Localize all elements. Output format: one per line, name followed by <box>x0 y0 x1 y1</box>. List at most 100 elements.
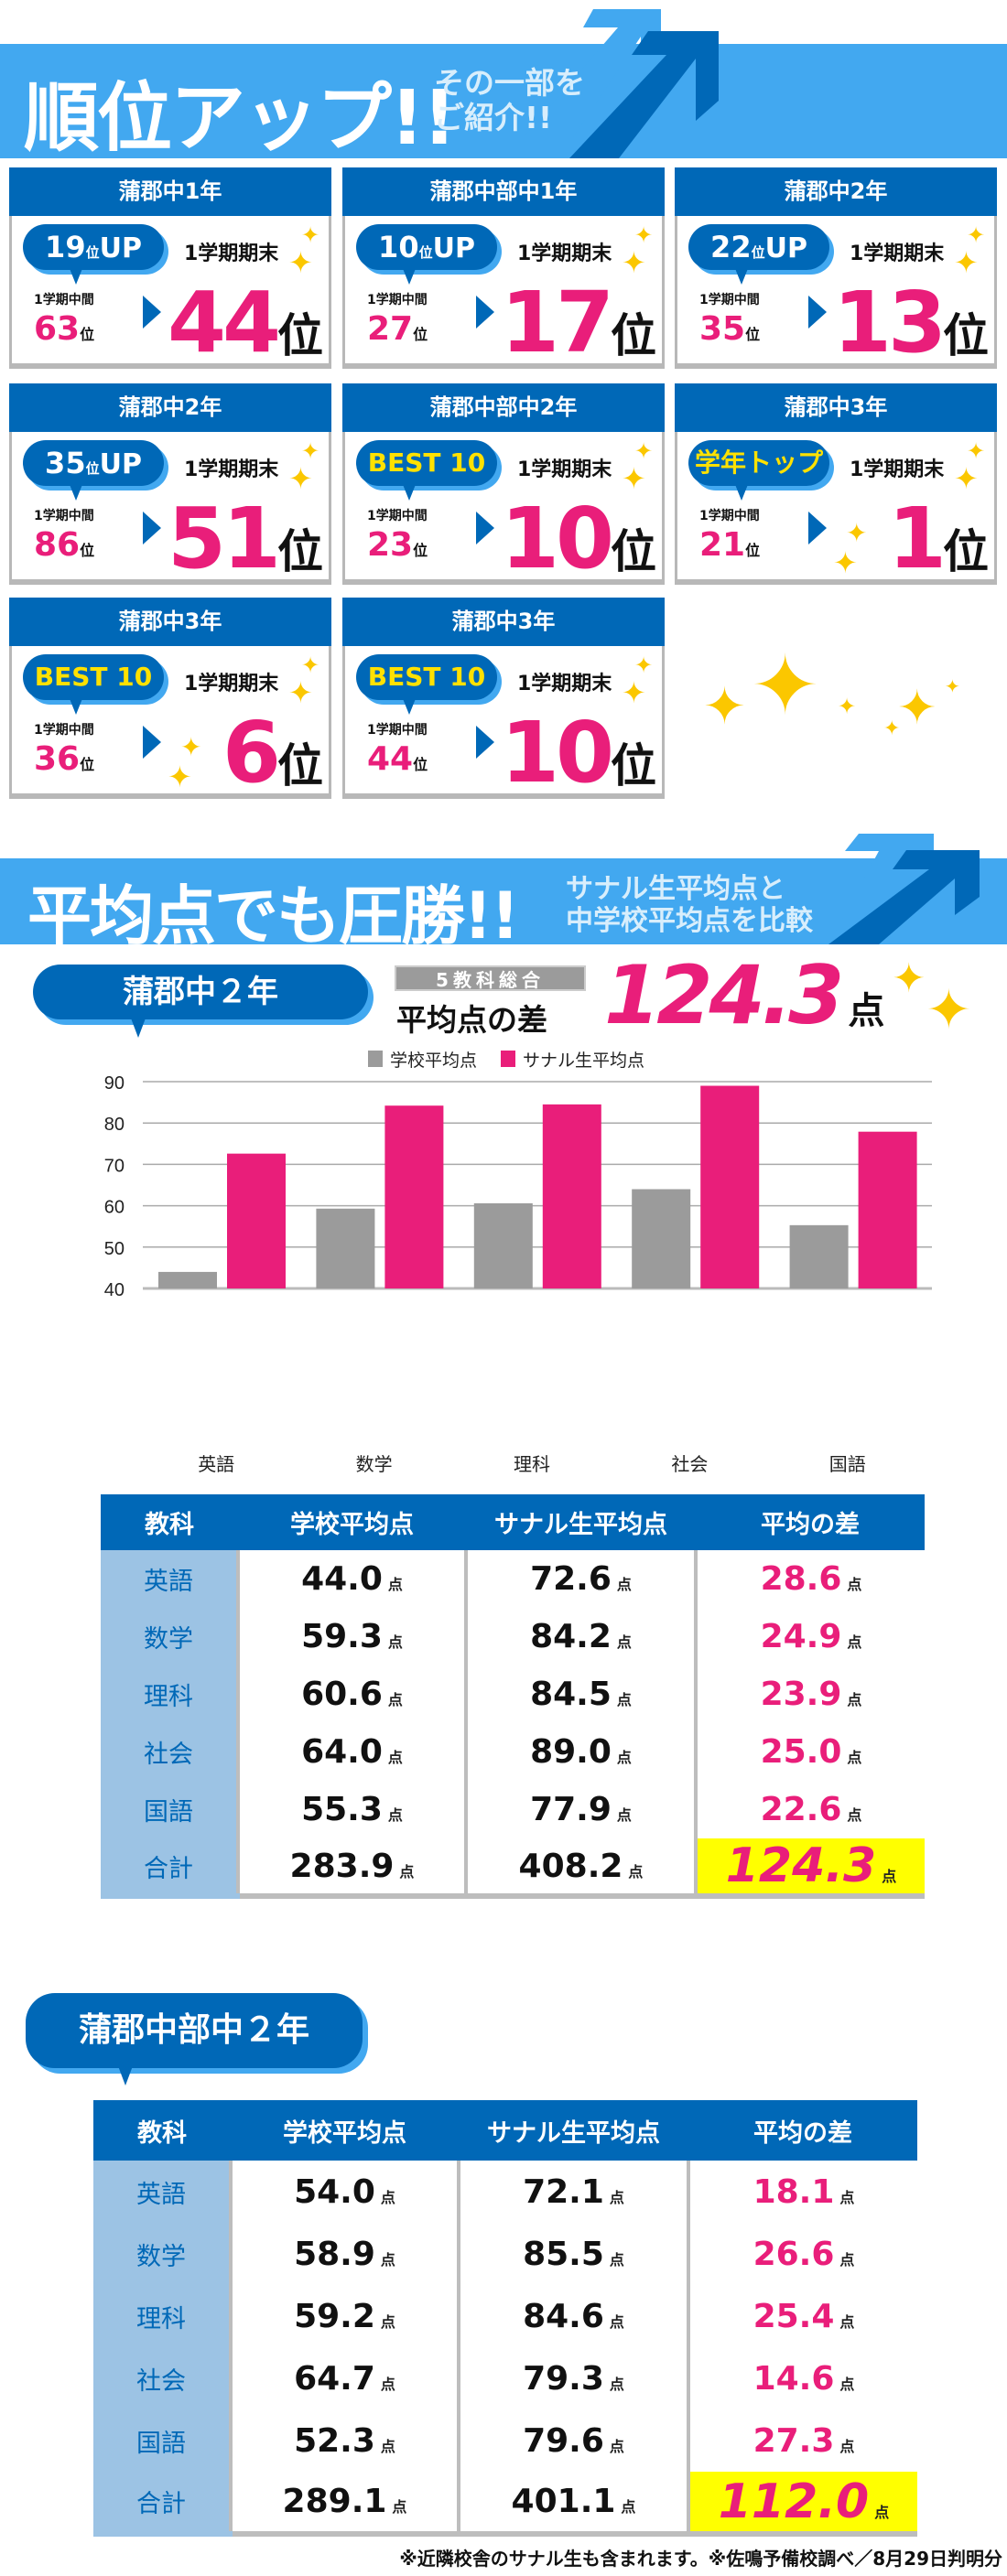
sparkle-icon: ✦ <box>301 438 320 464</box>
rank-up-badge: 35位UP <box>23 440 164 486</box>
rank-card: 蒲郡中部中1年 10位UP 1学期期末 ✦ ✦ 1学期中間 27位 17位 <box>342 167 665 369</box>
value: 124.3 <box>725 1838 877 1893</box>
value: 84.2 <box>530 1618 612 1655</box>
subject-cell: 数学 <box>93 2223 231 2285</box>
section1-subtitle: その一部を ご紹介!! <box>434 66 585 135</box>
final-rank: 10位 <box>501 497 656 581</box>
table-header: 教科 学校平均点 サナル生平均点 平均の差 <box>93 2100 917 2161</box>
mid-term-label: 1学期中間 <box>367 293 428 307</box>
rank-unit: 位 <box>80 756 95 773</box>
school-average-cell: 58.9 点 <box>229 2223 459 2285</box>
sanaru-average-cell: 89.0 点 <box>464 1723 696 1781</box>
x-category-label: 英語 <box>198 1453 234 1475</box>
unit: 点 <box>839 2437 855 2455</box>
school2-name-bubble: 蒲郡中部中２年 <box>26 1993 363 2068</box>
value: 84.6 <box>523 2297 604 2335</box>
sparkle-icon: ✦ <box>897 681 937 736</box>
unit: 点 <box>621 2498 636 2516</box>
rank-unit: 位 <box>80 542 95 559</box>
sparkle-icon: ✦ <box>838 694 857 719</box>
value: 112.0 <box>718 2474 870 2529</box>
arrow-right-icon <box>808 512 827 544</box>
subject-cell: 社会 <box>93 2347 231 2409</box>
summary-unit: 点 <box>848 990 885 1032</box>
school-average-cell: 64.0 点 <box>236 1723 466 1781</box>
card-title: 蒲郡中3年 <box>675 383 997 432</box>
term-label: 1学期期末 <box>850 458 945 481</box>
section1-title: 順位アップ!! <box>24 75 457 162</box>
mid-rank-value: 27 <box>367 310 414 348</box>
rank-up-badge: 22位UP <box>688 224 829 270</box>
term-label: 1学期期末 <box>517 243 612 265</box>
summary-value: 124.3 <box>604 948 844 1042</box>
rank-card: 蒲郡中3年 BEST 10 1学期期末 ✦ ✦ 1学期中間 36位 ✦ ✦ 6位 <box>9 598 331 799</box>
arrow-right-icon <box>476 296 494 329</box>
mid-term-rank: 35位 <box>699 310 760 348</box>
summary-tag: 5教科総合 <box>395 965 586 991</box>
arrow-right-icon <box>476 512 494 544</box>
badge-suffix: UP <box>99 232 142 264</box>
final-rank-value: 1 <box>887 490 947 587</box>
arrow-right-icon <box>476 726 494 759</box>
rank-unit: 位 <box>611 525 656 578</box>
school-average-cell: 283.9 点 <box>236 1838 466 1899</box>
mid-term-label: 1学期中間 <box>367 723 428 738</box>
table-row: 国語 52.3 点 79.6 点 27.3 点 <box>93 2409 917 2472</box>
sanaru-average-cell: 401.1 点 <box>457 2472 688 2537</box>
difference-cell: 24.9 点 <box>694 1608 925 1665</box>
badge-tail <box>69 266 83 285</box>
summary-total: 124.3 点 ✦ ✦ <box>604 948 972 1042</box>
mid-rank-value: 21 <box>699 526 746 564</box>
legend-label: 学校平均点 <box>390 1051 477 1071</box>
unit: 点 <box>392 2498 407 2516</box>
column-header: 教科 <box>93 2100 231 2161</box>
value: 44.0 <box>301 1560 383 1598</box>
unit: 点 <box>847 1691 862 1708</box>
subject-cell: 社会 <box>101 1723 238 1781</box>
sparkle-icon: ✦ <box>846 518 868 548</box>
unit: 点 <box>387 1633 403 1651</box>
sparkle-icon: ✦ <box>945 675 960 697</box>
arrow-up-right-icon <box>524 9 719 158</box>
column-header: 教科 <box>101 1494 238 1550</box>
unit: 点 <box>387 1749 403 1766</box>
rank-card: 蒲郡中2年 35位UP 1学期期末 ✦ ✦ 1学期中間 86位 51位 <box>9 383 331 585</box>
mid-term-rank: 23位 <box>367 526 428 564</box>
rank-unit: 位 <box>745 542 761 559</box>
bubble-tail <box>117 2064 134 2086</box>
value: 54.0 <box>294 2172 375 2211</box>
bar-chart: 40 50 60 70 80 90 英語 数学 理科 社会 国語 学校平均点 サナル生平均点 <box>104 1051 932 1475</box>
rank-unit: 位 <box>611 739 656 792</box>
school-average-cell: 44.0 点 <box>236 1550 466 1608</box>
unit: 点 <box>839 2250 855 2269</box>
school-average-cell: 54.0 点 <box>229 2161 459 2223</box>
sparkle-icon: ✦ <box>833 545 858 580</box>
term-label: 1学期期末 <box>184 458 279 481</box>
unit: 点 <box>839 2188 855 2206</box>
value: 26.6 <box>753 2235 835 2273</box>
school1-score-table: 教科 学校平均点 サナル生平均点 平均の差 英語 44.0 点 72.6 点 28.6 点 … <box>101 1494 925 1899</box>
unit: 点 <box>609 2188 624 2206</box>
arrow-right-icon <box>143 726 161 759</box>
table-row: 英語 54.0 点 72.1 点 18.1 点 <box>93 2161 917 2223</box>
arrow-right-icon <box>808 296 827 329</box>
value: 64.0 <box>301 1733 383 1771</box>
bar-school <box>789 1224 849 1288</box>
difference-cell: 14.6 点 <box>687 2347 917 2409</box>
table-row: 合計 289.1 点 401.1 点 112.0 点 <box>93 2472 917 2537</box>
subject-cell: 理科 <box>101 1665 238 1723</box>
sparkle-icon: ✦ <box>288 675 313 710</box>
sanaru-average-cell: 72.6 点 <box>464 1550 696 1608</box>
table-row: 社会 64.7 点 79.3 点 14.6 点 <box>93 2347 917 2409</box>
term-label: 1学期期末 <box>517 458 612 481</box>
card-title: 蒲郡中3年 <box>342 598 665 646</box>
value: 79.3 <box>523 2359 604 2398</box>
section2-subtitle-line1: サナル生平均点と <box>566 873 785 905</box>
mid-term-rank: 36位 <box>34 740 94 778</box>
final-rank: 44位 <box>168 281 323 365</box>
mid-rank-value: 86 <box>34 526 81 564</box>
unit: 点 <box>609 2312 624 2331</box>
mid-term-label: 1学期中間 <box>699 293 760 307</box>
final-rank: 51位 <box>168 497 323 581</box>
value: 14.6 <box>753 2359 835 2398</box>
